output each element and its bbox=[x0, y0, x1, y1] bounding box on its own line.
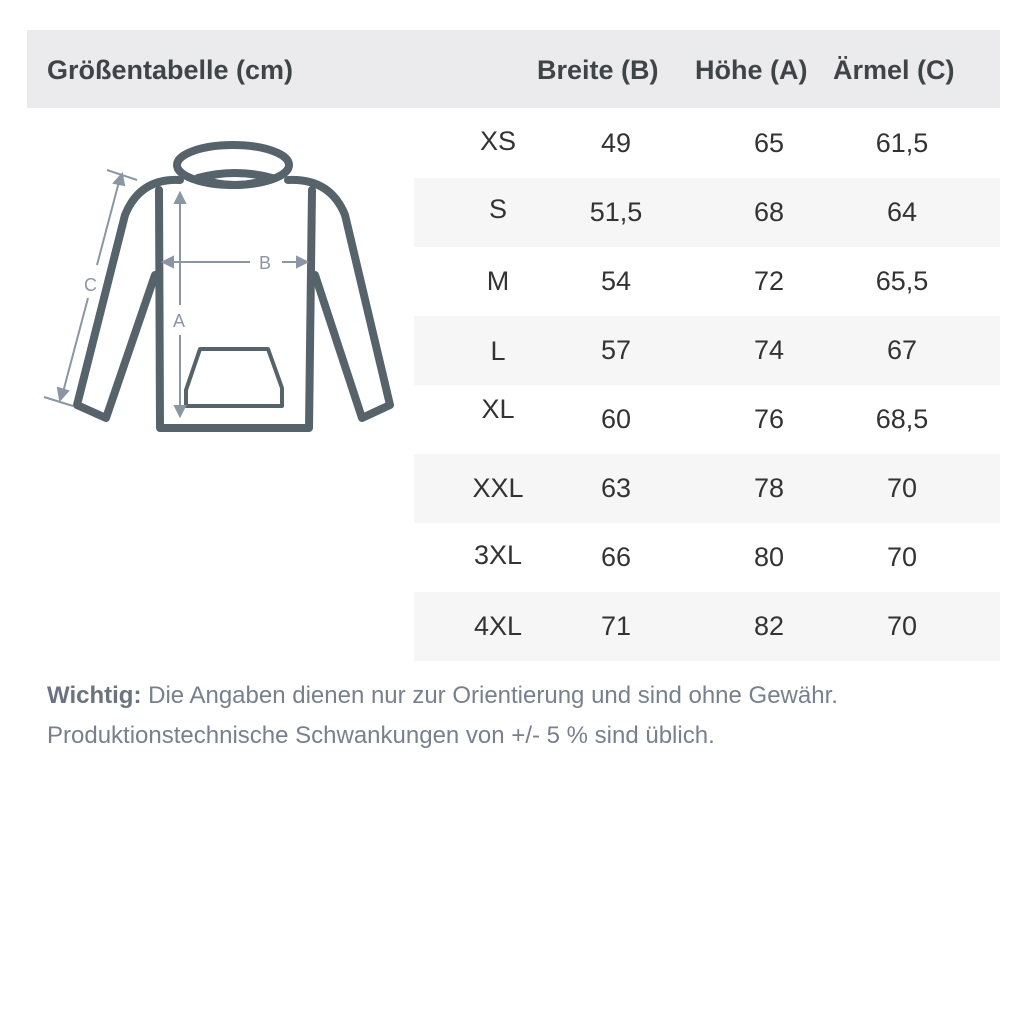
disclaimer-note: Wichtig: Die Angaben dienen nur zur Orie… bbox=[47, 676, 838, 756]
note-label: Wichtig: bbox=[47, 682, 142, 709]
cell-size: 4XL bbox=[473, 611, 523, 641]
cell-hoehe: 76 bbox=[753, 404, 785, 434]
cell-hoehe: 68 bbox=[753, 197, 785, 227]
hoodie-diagram: A B C bbox=[43, 141, 394, 432]
table-row: XS 49 65 61,5 bbox=[414, 109, 1000, 178]
table-row: XL 60 76 68,5 bbox=[414, 385, 1000, 454]
cell-hoehe: 72 bbox=[753, 266, 785, 296]
cell-size: 3XL bbox=[473, 540, 523, 570]
cell-hoehe: 80 bbox=[753, 542, 785, 572]
cell-breite: 63 bbox=[600, 473, 632, 503]
cell-breite: 49 bbox=[600, 128, 632, 158]
cell-breite: 51,5 bbox=[589, 197, 643, 227]
cell-size: M bbox=[486, 266, 510, 296]
cell-hoehe: 78 bbox=[753, 473, 785, 503]
cell-hoehe: 82 bbox=[753, 611, 785, 641]
column-header-aermel: Ärmel (C) bbox=[833, 55, 955, 85]
table-row: XXL 63 78 70 bbox=[414, 454, 1000, 523]
cell-aermel: 61,5 bbox=[875, 128, 929, 158]
table-row: S 51,5 68 64 bbox=[414, 178, 1000, 247]
cell-aermel: 70 bbox=[886, 473, 918, 503]
cell-breite: 57 bbox=[600, 335, 632, 365]
cell-aermel: 70 bbox=[886, 542, 918, 572]
table-row: 4XL 71 82 70 bbox=[414, 592, 1000, 661]
table-row: M 54 72 65,5 bbox=[414, 247, 1000, 316]
label-b: B bbox=[259, 253, 271, 273]
cell-size: L bbox=[490, 336, 506, 366]
cell-breite: 60 bbox=[600, 404, 632, 434]
pocket bbox=[184, 347, 284, 408]
cell-size: XL bbox=[481, 394, 515, 424]
cell-breite: 54 bbox=[600, 266, 632, 296]
right-sleeve bbox=[284, 175, 394, 422]
cell-aermel: 64 bbox=[886, 197, 918, 227]
cell-breite: 71 bbox=[600, 611, 632, 641]
table-header: Größentabelle (cm) Breite (B) Höhe (A) Ä… bbox=[27, 30, 1000, 108]
note-line2: Produktionstechnische Schwankungen von +… bbox=[47, 722, 715, 749]
column-header-hoehe: Höhe (A) bbox=[695, 55, 808, 85]
left-sleeve bbox=[73, 175, 184, 422]
column-header-breite: Breite (B) bbox=[537, 55, 659, 85]
cell-size: XS bbox=[479, 126, 517, 156]
label-c: C bbox=[84, 275, 97, 295]
cell-size: S bbox=[488, 194, 508, 224]
cell-aermel: 67 bbox=[886, 335, 918, 365]
table-row: 3XL 66 80 70 bbox=[414, 523, 1000, 592]
cell-breite: 66 bbox=[600, 542, 632, 572]
table-row: L 57 74 67 bbox=[414, 316, 1000, 385]
cell-size: XXL bbox=[472, 473, 524, 503]
cell-hoehe: 74 bbox=[753, 335, 785, 365]
cell-hoehe: 65 bbox=[753, 128, 785, 158]
cell-aermel: 70 bbox=[886, 611, 918, 641]
label-a: A bbox=[173, 311, 185, 331]
cell-aermel: 65,5 bbox=[875, 266, 929, 296]
hoodie-body bbox=[155, 186, 316, 432]
note-line1: Die Angaben dienen nur zur Orientierung … bbox=[141, 682, 838, 709]
page-title: Größentabelle (cm) bbox=[47, 55, 294, 85]
cell-aermel: 68,5 bbox=[875, 404, 929, 434]
